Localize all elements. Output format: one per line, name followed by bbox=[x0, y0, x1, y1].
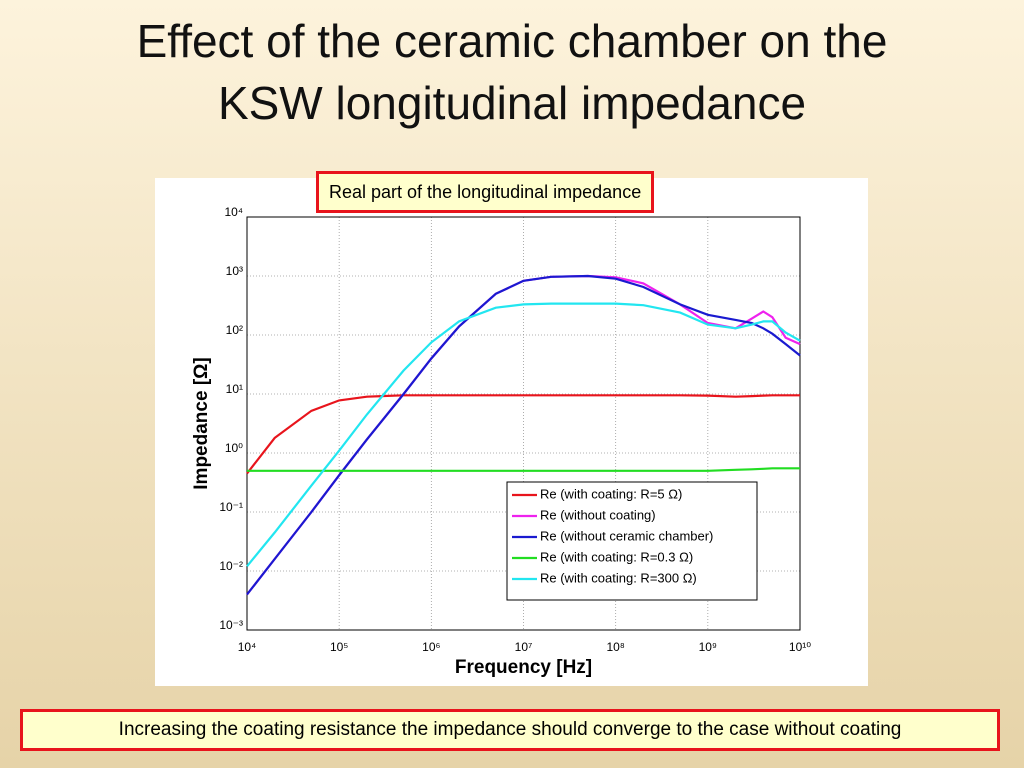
chart-title: Real part of the longitudinal impedance bbox=[316, 171, 655, 213]
series-line bbox=[247, 467, 800, 472]
y-axis-label: Impedance [Ω] bbox=[191, 357, 212, 489]
y-tick-label: 10⁻³ bbox=[219, 618, 243, 632]
legend-label: Re (with coating: R=5 Ω) bbox=[540, 486, 682, 501]
chart-background bbox=[155, 178, 868, 686]
y-tick-label: 10¹ bbox=[226, 382, 243, 396]
x-axis-label: Frequency [Hz] bbox=[455, 657, 592, 678]
x-tick-label: 10⁵ bbox=[330, 640, 348, 654]
y-tick-label: 10³ bbox=[226, 264, 243, 278]
y-tick-label: 10⁻¹ bbox=[219, 500, 243, 514]
y-tick-label: 10⁰ bbox=[225, 441, 243, 455]
legend-label: Re (with coating: R=300 Ω) bbox=[540, 570, 697, 585]
legend-label: Re (without ceramic chamber) bbox=[540, 528, 713, 543]
title-line: Effect of the ceramic chamber on the bbox=[136, 15, 888, 67]
slide-title: Effect of the ceramic chamber on the KSW… bbox=[0, 10, 1024, 134]
footer-note: Increasing the coating resistance the im… bbox=[20, 709, 1000, 751]
legend-label: Re (without coating) bbox=[540, 507, 656, 522]
title-line: KSW longitudinal impedance bbox=[217, 77, 807, 129]
series-line bbox=[246, 394, 800, 475]
x-tick-label: 10⁸ bbox=[606, 640, 624, 654]
series-line bbox=[246, 274, 801, 596]
legend-box bbox=[506, 481, 758, 601]
series-line bbox=[246, 302, 801, 567]
y-tick-label: 10⁴ bbox=[224, 205, 243, 219]
y-tick-label: 10² bbox=[226, 323, 243, 337]
x-tick-label: 10⁹ bbox=[699, 640, 718, 654]
plot-frame bbox=[246, 216, 801, 631]
x-tick-label: 10⁶ bbox=[422, 640, 440, 654]
x-tick-label: 10⁷ bbox=[515, 640, 533, 654]
y-tick-label: 10⁻² bbox=[219, 559, 243, 573]
chart: 10⁴ 10⁵ 10⁶ 10⁷ 10⁸ 10⁹ 10¹⁰ 10⁻³ 10⁻² 10⁻¹ 10⁰ 10¹… bbox=[191, 205, 811, 678]
x-tick-label: 10⁴ bbox=[238, 640, 257, 654]
x-tick-label: 10¹⁰ bbox=[789, 640, 811, 654]
legend-label: Re (with coating: R=0.3 Ω) bbox=[540, 549, 693, 564]
